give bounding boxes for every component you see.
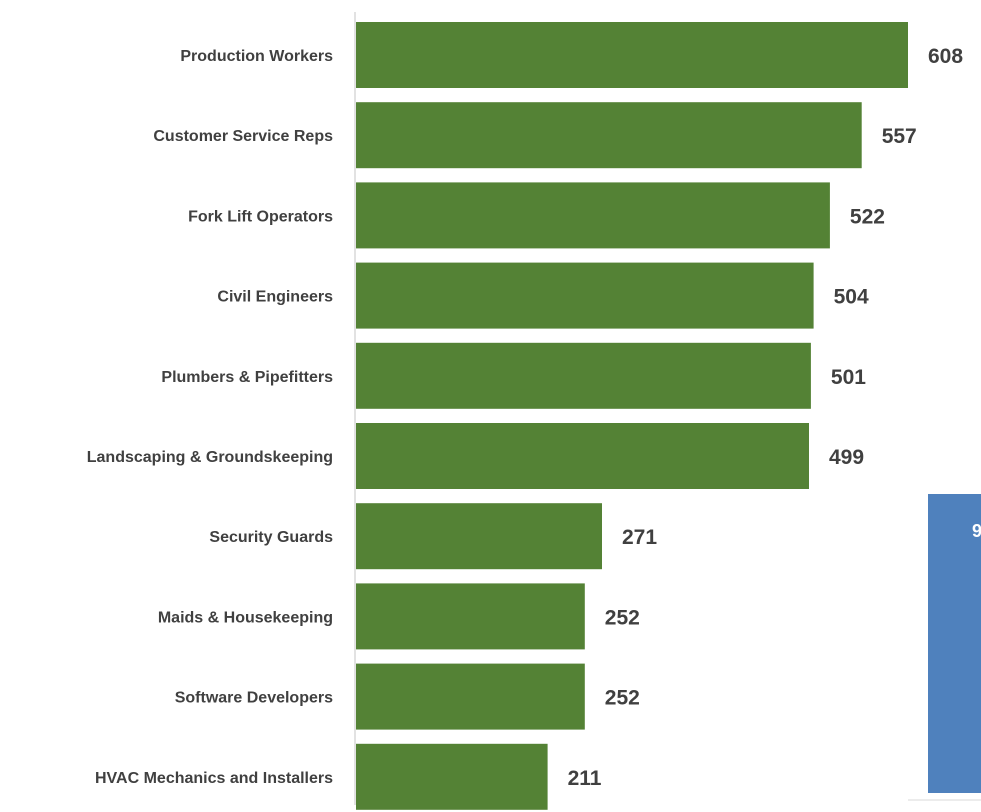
partial-adjacent-chart: 9 [908,494,981,801]
category-label: Civil Engineers [217,289,333,306]
partial-bar-label: 9 [972,521,981,541]
data-label: 522 [850,205,885,228]
data-label: 499 [829,446,864,469]
partial-blue-bar [928,494,981,793]
category-label: Production Workers [180,48,333,65]
bar [356,22,908,88]
bar [356,663,585,730]
category-label: Landscaping & Groundskeeping [87,449,333,466]
bar [356,583,585,650]
bar [356,262,814,329]
data-label: 608 [928,45,963,68]
data-label: 501 [831,366,866,389]
category-label: Maids & Housekeeping [158,609,333,626]
bar [356,342,811,409]
data-label: 271 [622,526,657,549]
category-label: Fork Lift Operators [188,208,333,225]
data-label: 252 [605,687,640,710]
bar [356,743,548,810]
category-label: Security Guards [209,529,333,546]
data-label: 504 [834,286,869,309]
data-label: 252 [605,606,640,629]
category-label: HVAC Mechanics and Installers [95,770,333,787]
category-label: Software Developers [175,690,333,707]
data-label: 557 [882,125,917,148]
bar [356,423,809,489]
category-label: Plumbers & Pipefitters [161,369,333,386]
category-label: Customer Service Reps [153,128,333,145]
bar [356,102,862,169]
bar [356,182,830,249]
data-label: 211 [568,767,602,790]
bar [356,503,602,570]
